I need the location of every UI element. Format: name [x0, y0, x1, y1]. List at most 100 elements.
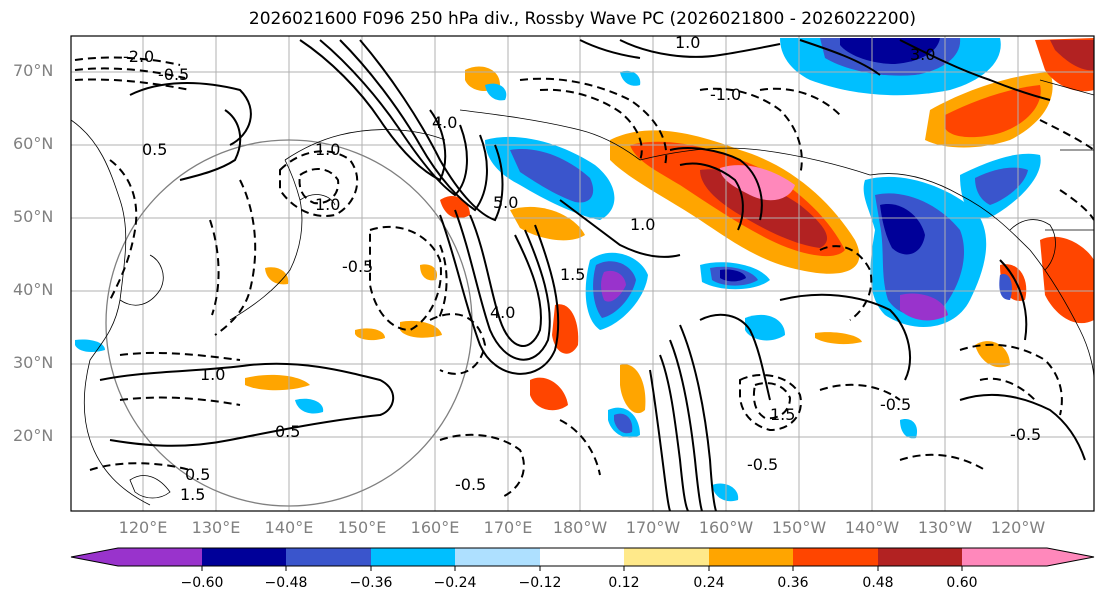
lat-label: 20°N — [13, 426, 54, 445]
lat-label: 60°N — [13, 134, 54, 153]
lon-label: 150°W — [771, 518, 827, 537]
contour-label: 1.5 — [180, 485, 205, 504]
lat-label: 70°N — [13, 61, 54, 80]
contour-label: -0.5 — [880, 395, 911, 414]
contour-label: 1.0 — [675, 33, 700, 52]
lon-label: 170°W — [625, 518, 681, 537]
negative-anomaly-region — [601, 270, 626, 302]
colorbar-tick-label: −0.12 — [518, 575, 562, 591]
shading-layer — [75, 38, 1094, 502]
contour-label: 1.0 — [200, 365, 225, 384]
contour-label: 1.5 — [560, 265, 585, 284]
colorbar-segment — [118, 548, 202, 566]
negative-anomaly-region — [975, 167, 1028, 205]
contour-label: 1.0 — [315, 195, 340, 214]
negative-anomaly-region — [295, 398, 324, 414]
coastlines — [71, 79, 1094, 506]
colorbar-segment — [878, 548, 962, 566]
colorbar-tick-label: 0.48 — [862, 575, 894, 591]
positive-anomaly-region — [400, 320, 442, 338]
negative-anomaly-region — [880, 204, 925, 255]
colorbar-tick-label: 0.36 — [777, 575, 809, 591]
positive-anomaly-region — [530, 377, 568, 411]
contour-label: 0.5 — [185, 465, 210, 484]
negative-contours — [74, 56, 1094, 499]
negative-anomaly-region — [745, 314, 785, 341]
lon-label: 170°E — [483, 518, 533, 537]
negative-anomaly-region — [840, 38, 940, 64]
contour-label: -0.5 — [1010, 425, 1041, 444]
contour-label: 0.5 — [142, 140, 167, 159]
contour-label: 1.0 — [630, 215, 655, 234]
colorbar-segment — [286, 548, 371, 566]
negative-anomaly-region — [900, 419, 918, 439]
colorbar-tick-label: 0.24 — [693, 575, 725, 591]
lon-label: 150°E — [337, 518, 387, 537]
colorbar-segment — [371, 548, 455, 566]
colorbar — [70, 547, 1095, 571]
lon-label: 180°W — [552, 518, 608, 537]
positive-anomaly-region — [510, 206, 585, 241]
contour-label: 3.0 — [910, 45, 935, 64]
lon-label: 160°E — [410, 518, 460, 537]
lon-label: 160°W — [698, 518, 754, 537]
lon-label: 140°E — [264, 518, 314, 537]
colorbar-segment — [455, 548, 540, 566]
colorbar-tick-label: −0.24 — [433, 575, 477, 591]
lon-label: 120°W — [990, 518, 1046, 537]
contour-label: -0.5 — [455, 475, 486, 494]
contour-label: -0.5 — [342, 257, 373, 276]
colorbar-segment — [709, 548, 793, 566]
positive-anomaly-region — [700, 169, 828, 248]
contour-label: -2.0 — [123, 47, 154, 66]
positive-anomaly-region — [420, 264, 438, 281]
colorbar-outline — [70, 547, 1095, 567]
map-frame — [70, 35, 1095, 512]
positive-contours — [99, 39, 1086, 511]
positive-anomaly-region — [1040, 236, 1094, 324]
colorbar-tick-label: −0.36 — [349, 575, 393, 591]
colorbar-left-extension — [71, 548, 118, 566]
colorbar-segment — [624, 548, 709, 566]
map-title: 2026021600 F096 250 hPa div., Rossby Wav… — [248, 9, 917, 29]
positive-anomaly-region — [265, 267, 289, 285]
colorbar-right-extension — [1047, 548, 1094, 566]
colorbar-segment — [962, 548, 1047, 566]
colorbar-tick-label: 0.60 — [946, 575, 978, 591]
positive-anomaly-region — [620, 364, 646, 414]
contour-label: -0.5 — [747, 455, 778, 474]
contour-label: 4.0 — [490, 303, 515, 322]
negative-anomaly-region — [900, 293, 948, 321]
lon-label: 130°E — [191, 518, 241, 537]
positive-anomaly-region — [945, 85, 1041, 138]
negative-anomaly-region — [712, 483, 739, 502]
contour-label: 0.5 — [275, 422, 300, 441]
positive-anomaly-region — [245, 374, 310, 391]
contour-label: -0.5 — [158, 65, 189, 84]
colorbar-tick-label: −0.60 — [180, 575, 224, 591]
contour-label: 4.0 — [432, 113, 457, 132]
lon-label: 140°W — [844, 518, 900, 537]
negative-anomaly-region — [999, 274, 1012, 300]
colorbar-segment — [202, 548, 286, 566]
positive-anomaly-region — [1050, 40, 1094, 71]
contour-label: -1.0 — [710, 85, 741, 104]
positive-anomaly-region — [975, 341, 1010, 368]
lat-label: 50°N — [13, 207, 54, 226]
positive-anomaly-region — [815, 332, 862, 345]
negative-anomaly-region — [510, 149, 594, 203]
colorbar-segment — [540, 548, 624, 566]
lon-label: 130°W — [917, 518, 973, 537]
colorbar-segment — [793, 548, 878, 566]
lat-label: 40°N — [13, 280, 54, 299]
gridlines — [71, 36, 1094, 511]
negative-anomaly-region — [614, 413, 633, 434]
colorbar-tick-label: 0.12 — [608, 575, 640, 591]
contour-label: 5.0 — [493, 193, 518, 212]
lat-label: 30°N — [13, 353, 54, 372]
negative-anomaly-region — [620, 70, 641, 86]
contour-label: 1.5 — [770, 405, 795, 424]
lon-label: 120°E — [118, 518, 168, 537]
contour-label-group: -2.0 -0.5 1.0 4.0 3.0 -1.0 0.5 -0.5 1.0 … — [123, 33, 1041, 504]
